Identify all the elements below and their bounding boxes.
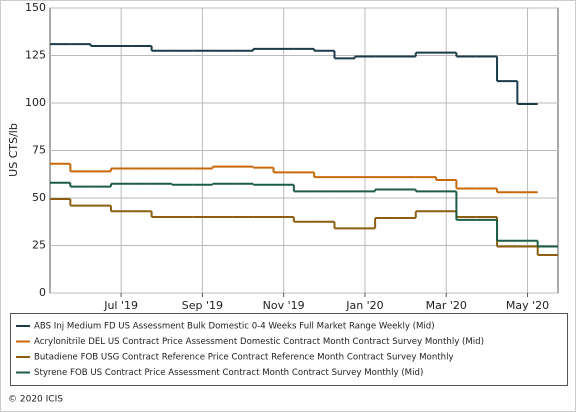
legend-label: ABS Inj Medium FD US Assessment Bulk Dom…: [34, 322, 435, 332]
legend-label: Butadiene FOB USG Contract Reference Pri…: [34, 353, 454, 363]
y-tick-label: 125: [25, 49, 46, 62]
x-tick-label: May '20: [506, 299, 549, 312]
y-tick-label: 150: [25, 1, 46, 14]
y-tick-label: 50: [32, 191, 46, 204]
y-tick-label: 75: [32, 144, 46, 157]
x-tick-label: Jul '19: [103, 299, 138, 312]
x-tick-label: Nov '19: [263, 299, 305, 312]
y-axis-label: US CTS/lb: [7, 123, 20, 177]
legend-label: Acrylonitrile DEL US Contract Price Asse…: [34, 337, 484, 347]
y-tick-label: 0: [39, 286, 46, 299]
x-tick-label: Jan '20: [345, 299, 383, 312]
footer: © 2020 ICIS: [8, 395, 63, 405]
y-tick-label: 100: [25, 96, 46, 109]
legend-box: [10, 313, 568, 386]
y-tick-label: 25: [32, 239, 46, 252]
x-tick-label: Sep '19: [182, 299, 223, 312]
x-tick-label: Mar '20: [426, 299, 467, 312]
legend-label: Styrene FOB US Contract Price Assessment…: [34, 368, 423, 378]
